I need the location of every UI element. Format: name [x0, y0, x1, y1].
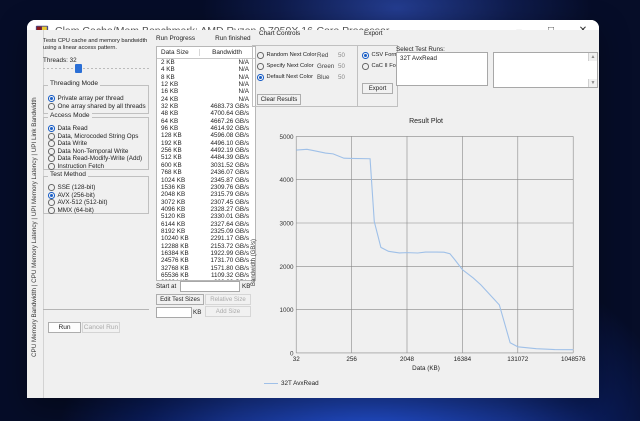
svg-text:2000: 2000 [279, 264, 294, 271]
svg-text:32: 32 [293, 356, 301, 363]
svg-text:3000: 3000 [279, 221, 294, 228]
svg-text:256: 256 [346, 356, 357, 363]
svg-text:4000: 4000 [279, 177, 294, 184]
svg-text:1000: 1000 [279, 307, 294, 314]
svg-text:16384: 16384 [454, 356, 472, 363]
svg-text:5000: 5000 [279, 134, 294, 141]
svg-text:1048576: 1048576 [561, 356, 586, 363]
svg-text:2048: 2048 [400, 356, 415, 363]
svg-text:131072: 131072 [507, 356, 529, 363]
